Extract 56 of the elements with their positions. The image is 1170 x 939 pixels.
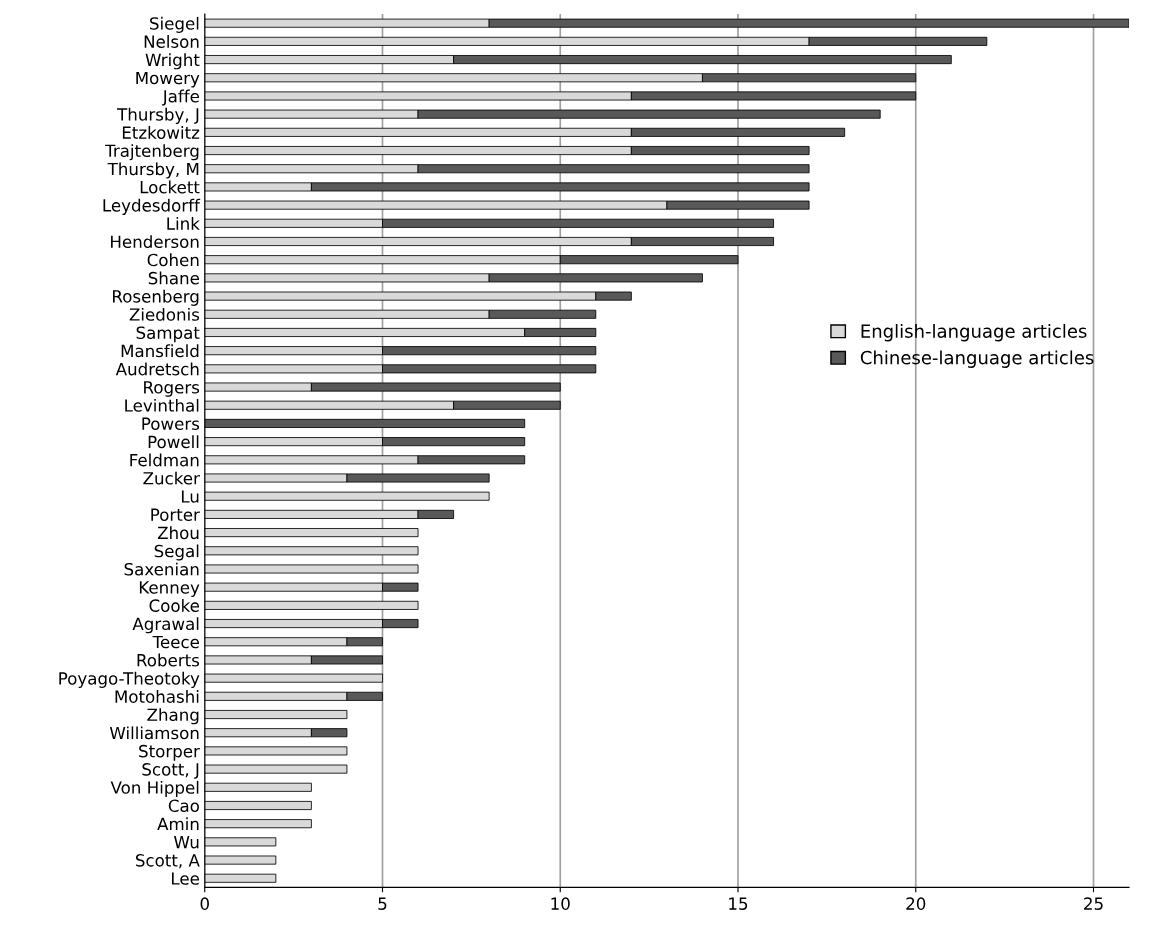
x-tick-label: 5 xyxy=(378,897,387,910)
y-tick-label: Zhang xyxy=(147,708,199,725)
y-tick-label: Levinthal xyxy=(125,398,199,412)
y-tick-label: Scott, J xyxy=(142,763,199,779)
y-tick-label: Lu xyxy=(181,490,199,503)
y-tick-label: Rosenberg xyxy=(113,289,199,306)
x-tick-label: 15 xyxy=(729,897,748,910)
y-tick-label: Zhou xyxy=(157,526,199,540)
y-tick-label: Wright xyxy=(145,53,200,70)
y-tick-label: Roberts xyxy=(137,653,200,667)
y-tick-label: Shane xyxy=(148,271,199,285)
y-tick-label: Motohashi xyxy=(115,690,199,703)
y-tick-label: Cohen xyxy=(147,253,199,267)
y-tick-label: Wu xyxy=(174,836,199,849)
y-tick-label: Zucker xyxy=(143,471,200,485)
y-tick-label: Amin xyxy=(157,817,199,831)
y-tick-label: Jaffe xyxy=(161,89,199,106)
y-tick-label: Siegel xyxy=(150,16,199,33)
y-tick-label: Scott, A xyxy=(135,854,200,869)
y-tick-label: Mansfield xyxy=(121,344,199,358)
y-tick-label: Feldman xyxy=(130,453,199,467)
x-tick-label: 10 xyxy=(551,897,570,910)
y-tick-label: Leydesdorff xyxy=(103,198,201,215)
y-tick-label: Mowery xyxy=(136,71,200,88)
y-tick-label: Powers xyxy=(142,417,200,430)
x-tick-label: 20 xyxy=(906,897,926,910)
y-tick-label: Lockett xyxy=(140,180,200,194)
y-tick-label: Henderson xyxy=(111,235,199,249)
y-tick-label: Etzkowitz xyxy=(122,126,200,139)
legend-label: Chinese-language articles xyxy=(860,350,1094,368)
y-tick-label: Sampat xyxy=(136,326,200,343)
y-tick-label: Kenney xyxy=(139,581,200,597)
x-tick-label: 25 xyxy=(1084,897,1103,910)
legend-label: English-language articles xyxy=(861,323,1087,342)
y-tick-label: Ziedonis xyxy=(129,307,200,321)
y-tick-label: Storper xyxy=(139,744,200,761)
y-tick-label: Poyago-Theotoky xyxy=(59,671,200,688)
y-tick-label: Agrawal xyxy=(132,617,199,634)
y-tick-label: Audretsch xyxy=(115,362,199,376)
y-tick-label: Link xyxy=(167,216,200,230)
y-tick-label: Lee xyxy=(172,872,199,885)
y-tick-label: Von Hippel xyxy=(110,780,199,798)
y-tick-label: Cooke xyxy=(149,599,199,612)
y-tick-label: Segal xyxy=(154,544,199,561)
y-tick-label: Rogers xyxy=(144,381,200,397)
y-tick-label: Williamson xyxy=(109,726,199,740)
y-tick-label: Thursby, J xyxy=(117,107,199,124)
x-tick-label: 0 xyxy=(200,897,209,910)
y-tick-label: Nelson xyxy=(144,35,199,48)
y-tick-label: Powell xyxy=(148,435,199,449)
y-tick-label: Thursby, M xyxy=(107,162,199,179)
y-tick-label: Porter xyxy=(151,508,200,521)
y-tick-label: Teece xyxy=(152,635,199,649)
y-tick-label: Cao xyxy=(168,799,199,813)
y-tick-label: Trajtenberg xyxy=(105,144,199,161)
y-tick-label: Saxenian xyxy=(124,562,199,576)
